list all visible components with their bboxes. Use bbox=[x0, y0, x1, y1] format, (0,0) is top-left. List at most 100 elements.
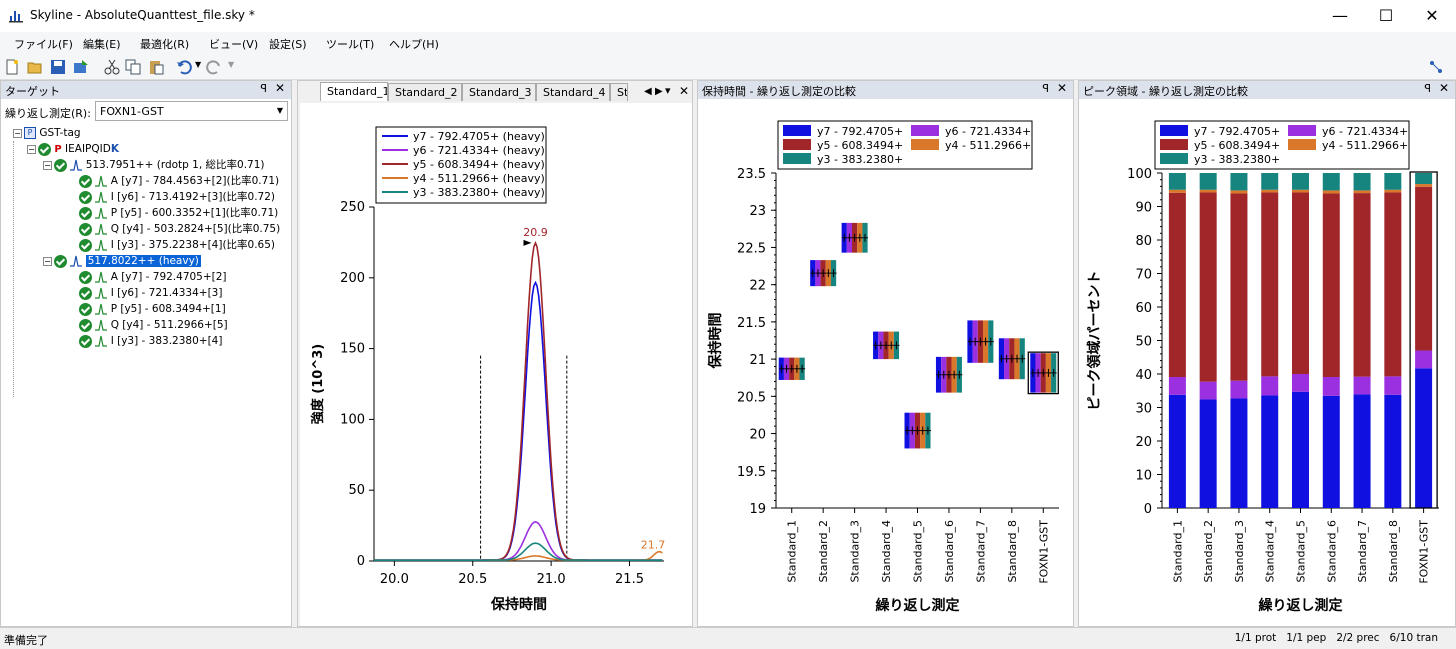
redo-icon[interactable] bbox=[206, 59, 222, 75]
publish-icon[interactable] bbox=[73, 59, 89, 75]
x-tick-label: Standard_5 bbox=[912, 520, 925, 583]
paste-icon[interactable] bbox=[148, 59, 164, 75]
copy-icon[interactable] bbox=[125, 59, 141, 75]
chevron-down-icon[interactable]: ▼ bbox=[276, 106, 283, 115]
protein-icon: P bbox=[24, 127, 36, 139]
menu-edit[interactable]: 編集(E) bbox=[83, 38, 121, 51]
y-tick-label: 22.5 bbox=[737, 241, 766, 256]
transition-node[interactable]: A [y7] - 784.4563+[2](比率0.71) bbox=[79, 173, 279, 189]
bar-segment-y7 bbox=[1353, 394, 1371, 508]
legend-swatch bbox=[1288, 139, 1316, 150]
tab-menu-icon[interactable]: ▾ bbox=[665, 84, 671, 97]
expand-toggle-icon[interactable]: − bbox=[13, 129, 22, 138]
y-tick-label: 50 bbox=[348, 483, 365, 498]
bar-segment-y3 bbox=[1230, 173, 1248, 191]
transition-node[interactable]: Q [y4] - 503.2824+[5](比率0.75) bbox=[79, 221, 280, 237]
toolbar: ▼ ▼ bbox=[0, 54, 1456, 80]
expand-toggle-icon[interactable]: − bbox=[43, 257, 52, 266]
bar-segment-y5 bbox=[1353, 193, 1371, 377]
legend-entry: y5 - 608.3494+ bbox=[1194, 139, 1280, 152]
peak-area-bar-chart[interactable]: y7 - 792.4705+ y6 - 721.4334+ y5 - 608.349… bbox=[1079, 101, 1455, 626]
expand-toggle-icon[interactable]: − bbox=[27, 145, 36, 154]
precursor-node[interactable]: − 513.7951++ (rdotp 1, 総比率0.71) bbox=[43, 157, 265, 173]
menu-refine[interactable]: 最適化(R) bbox=[140, 38, 190, 51]
rt-box-chart[interactable]: y7 - 792.4705+ y6 - 721.4334+ y5 - 608.349… bbox=[698, 101, 1073, 626]
maximize-button[interactable]: ☐ bbox=[1378, 6, 1394, 25]
tab-replicate[interactable]: St bbox=[610, 83, 628, 101]
tree-node-label: P [y5] - 600.3352+[1](比率0.71) bbox=[110, 207, 279, 219]
rt-panel-title: 保持時間 - 繰り返し測定の比較 bbox=[702, 85, 856, 98]
menu-file[interactable]: ファイル(F) bbox=[14, 38, 73, 51]
menu-tools[interactable]: ツール(T) bbox=[326, 38, 375, 51]
menu-settings[interactable]: 設定(S) bbox=[269, 38, 307, 51]
bar-segment-y5 bbox=[1322, 193, 1340, 378]
y-tick-label: 90 bbox=[1135, 201, 1152, 216]
minimize-button[interactable]: — bbox=[1332, 6, 1348, 25]
transition-node[interactable]: I [y6] - 721.4334+[3] bbox=[79, 285, 222, 301]
y-tick-label: 100 bbox=[340, 412, 365, 427]
checkmark-icon bbox=[54, 158, 67, 172]
bar-segment-y4 bbox=[1322, 190, 1340, 194]
tree-node-label: I [y3] - 375.2238+[4](比率0.65) bbox=[110, 239, 276, 251]
expand-toggle-icon[interactable]: − bbox=[43, 161, 52, 170]
x-tick-label: Standard_6 bbox=[943, 520, 956, 583]
peak-icon bbox=[95, 191, 108, 203]
new-file-icon[interactable] bbox=[4, 59, 20, 75]
legend-wrapper: y7 - 792.4705+ y6 - 721.4334+ y5 - 608.349… bbox=[1154, 120, 1410, 170]
targets-panel-title: ターゲット bbox=[5, 85, 60, 98]
legend-swatch bbox=[911, 125, 939, 136]
chromatogram-chart[interactable]: 0 50 100 150 200 250 20.0 20.5 21.0 21.5 保持時間 強度 (1… bbox=[300, 103, 692, 626]
close-panel-icon[interactable]: ✕ bbox=[679, 84, 690, 98]
tree-node-label: P [y5] - 608.3494+[1] bbox=[110, 303, 226, 315]
transition-node[interactable]: P [y5] - 600.3352+[1](比率0.71) bbox=[79, 205, 278, 221]
y-axis-label: 保持時間 bbox=[707, 313, 724, 370]
peptide-node[interactable]: − P IEAIPQIDK bbox=[27, 141, 119, 157]
pin-icon[interactable]: ꟼ bbox=[1042, 82, 1049, 95]
close-panel-icon[interactable]: ✕ bbox=[274, 81, 285, 95]
bar-segment-y6 bbox=[1199, 381, 1217, 400]
replicate-select[interactable]: FOXN1-GST ▼ bbox=[95, 101, 288, 121]
bar-segment-y3 bbox=[1168, 173, 1186, 190]
menu-view[interactable]: ビュー(V) bbox=[209, 38, 259, 51]
close-panel-icon[interactable]: ✕ bbox=[1438, 81, 1449, 95]
peak-icon bbox=[95, 335, 108, 347]
bar-segment-y4 bbox=[1199, 189, 1217, 193]
peak-rt-label: 20.9 bbox=[523, 226, 548, 239]
pin-icon[interactable]: ꟼ bbox=[1424, 82, 1431, 95]
transition-node[interactable]: A [y7] - 792.4705+[2] bbox=[79, 269, 227, 285]
open-folder-icon[interactable] bbox=[27, 59, 43, 75]
bar-segment-y6 bbox=[1261, 376, 1279, 396]
legend-swatch bbox=[1160, 153, 1188, 164]
redo-dropdown-icon[interactable]: ▼ bbox=[228, 60, 235, 69]
transition-node[interactable]: I [y3] - 375.2238+[4](比率0.65) bbox=[79, 237, 275, 253]
transition-node[interactable]: P [y5] - 608.3494+[1] bbox=[79, 301, 226, 317]
tab-replicate[interactable]: Standard_4 bbox=[536, 83, 610, 101]
x-tick-label: Standard_7 bbox=[1356, 520, 1369, 583]
network-icon[interactable] bbox=[1428, 59, 1444, 75]
undo-dropdown-icon[interactable]: ▼ bbox=[195, 60, 202, 69]
legend-swatch bbox=[1160, 139, 1188, 150]
tab-scroll-right-icon[interactable]: ▶ bbox=[655, 86, 663, 97]
close-button[interactable]: ✕ bbox=[1425, 6, 1439, 25]
x-tick-label: 21.5 bbox=[615, 572, 644, 587]
legend-entry: y7 - 792.4705+ bbox=[1194, 125, 1280, 138]
x-tick-label: Standard_3 bbox=[1233, 520, 1246, 583]
y-axis-label: ピーク領域パーセント bbox=[1086, 271, 1103, 411]
undo-icon[interactable] bbox=[176, 59, 192, 75]
close-panel-icon[interactable]: ✕ bbox=[1056, 81, 1067, 95]
tab-replicate[interactable]: Standard_1 bbox=[320, 82, 388, 101]
tab-scroll-left-icon[interactable]: ◀ bbox=[644, 86, 652, 97]
transition-node[interactable]: Q [y4] - 511.2966+[5] bbox=[79, 317, 228, 333]
legend-entry: y4 - 511.2966+ bbox=[945, 139, 1031, 152]
precursor-node[interactable]: − 517.8022++ (heavy) bbox=[43, 253, 201, 269]
save-icon[interactable] bbox=[50, 59, 66, 75]
tab-replicate[interactable]: Standard_2 bbox=[388, 83, 462, 101]
menu-help[interactable]: ヘルプ(H) bbox=[389, 38, 439, 51]
protein-node[interactable]: − P GST-tag bbox=[13, 125, 81, 141]
tab-replicate[interactable]: Standard_3 bbox=[462, 83, 536, 101]
transition-node[interactable]: I [y3] - 383.2380+[4] bbox=[79, 333, 222, 349]
legend-swatch bbox=[783, 125, 811, 136]
transition-node[interactable]: I [y6] - 713.4192+[3](比率0.72) bbox=[79, 189, 275, 205]
cut-icon[interactable] bbox=[104, 59, 120, 75]
pin-icon[interactable]: ꟼ bbox=[260, 82, 267, 95]
